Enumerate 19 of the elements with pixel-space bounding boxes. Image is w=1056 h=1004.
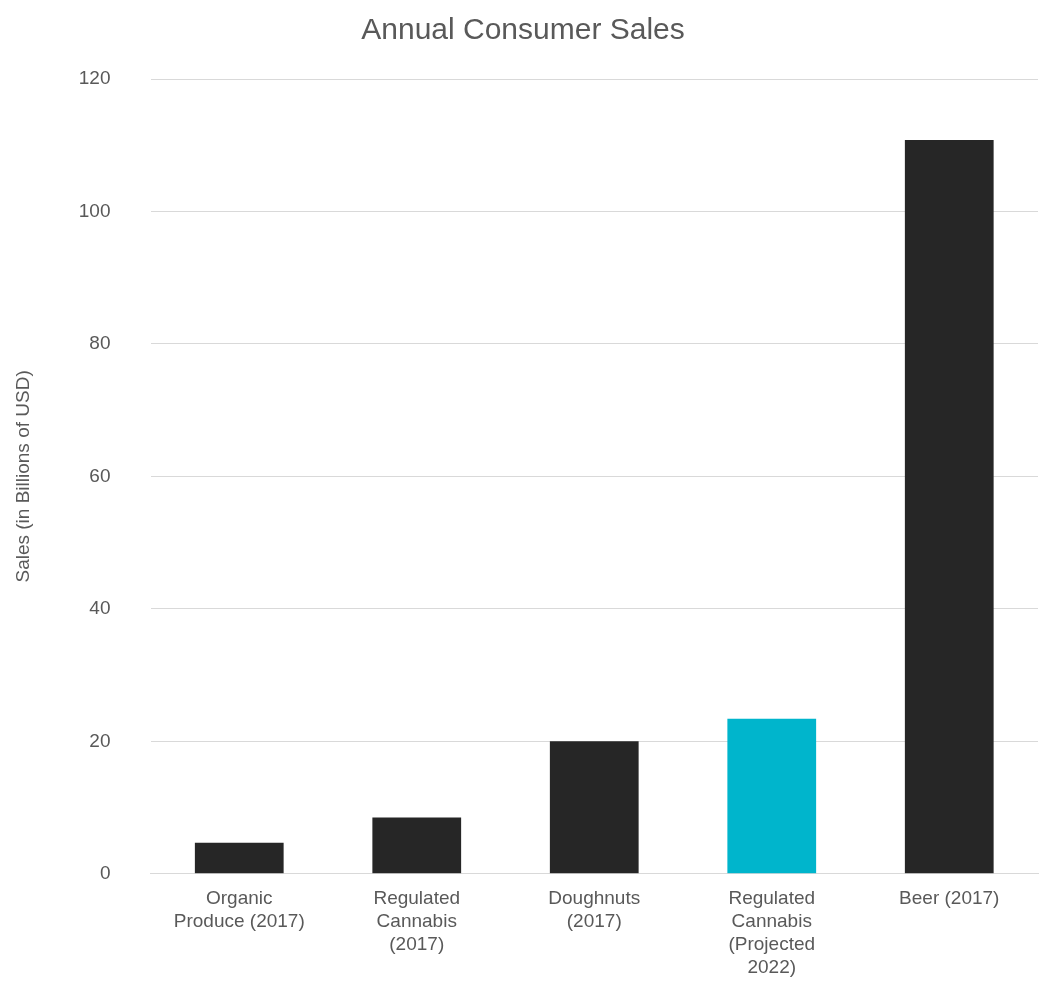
bar xyxy=(904,139,994,874)
x-tick-label: Organic Produce (2017) xyxy=(173,887,305,932)
chart-title: Annual Consumer Sales xyxy=(361,12,685,46)
y-tick-label: 40 xyxy=(89,597,111,619)
y-tick-label: 60 xyxy=(89,464,111,486)
x-tick-label: Regulated Cannabis (2017) xyxy=(373,887,461,955)
y-tick-label: 80 xyxy=(89,332,111,354)
bar xyxy=(372,817,462,874)
x-tick-label: Doughnuts (2017) xyxy=(548,887,641,932)
y-axis-title: Sales (in Billions of USD) xyxy=(11,370,33,583)
y-tick-label: 20 xyxy=(89,729,111,751)
bar xyxy=(549,741,639,874)
y-tick-label: 100 xyxy=(78,199,111,221)
x-tick-label: Beer (2017) xyxy=(899,887,1000,909)
y-tick-label: 120 xyxy=(78,67,111,89)
x-tick-label: Regulated Cannabis (Projected 2022) xyxy=(728,887,816,977)
bar xyxy=(727,718,817,874)
y-tick-label: 0 xyxy=(99,862,111,884)
bar xyxy=(194,842,284,874)
